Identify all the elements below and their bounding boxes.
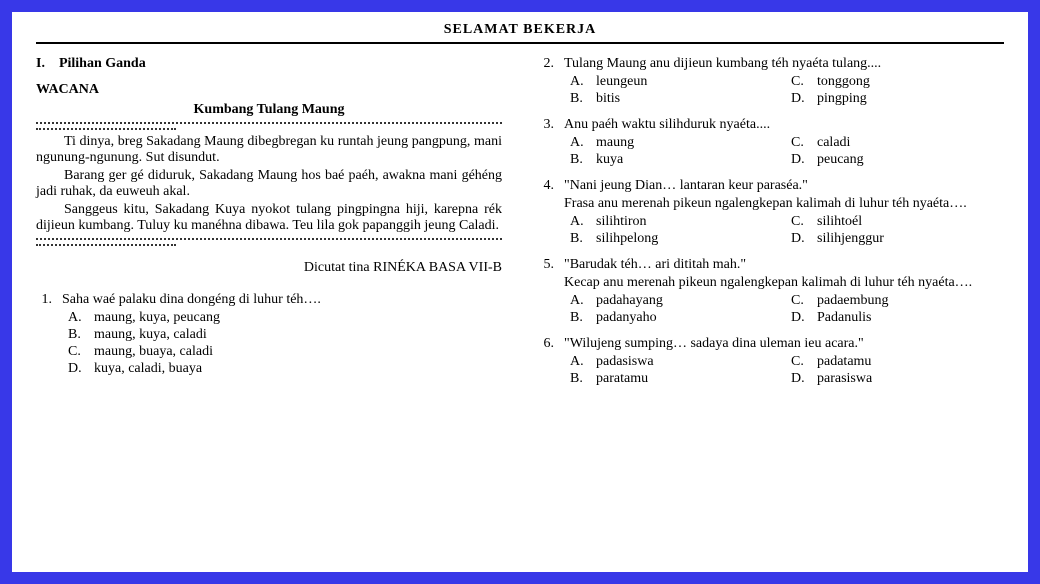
question-4: 4. "Nani jeung Dian… lantaran keur paras… [538,178,1004,247]
opt-text: silihjenggur [817,231,1004,247]
q-number: 6. [538,336,554,387]
left-column: I. Pilihan Ganda WACANA Kumbang Tulang M… [36,56,502,397]
opt-letter: A. [570,74,588,90]
q-number: 3. [538,117,554,168]
opt-letter: B. [570,310,588,326]
dotted-rule [36,238,502,240]
opt-text: padasiswa [596,354,783,370]
opt-letter: D. [791,231,809,247]
opt-letter: B. [570,231,588,247]
worksheet-page: SELAMAT BEKERJA I. Pilihan Ganda WACANA … [12,12,1028,572]
question-1: 1. Saha waé palaku dina dongéng di luhur… [36,292,502,377]
section-title: Pilihan Ganda [59,56,146,71]
q-number: 5. [538,257,554,326]
opt-text: padatamu [817,354,1004,370]
q-options: A. silihtiron C. silihtoél B. silihpelong D… [564,214,1004,247]
q-stem: Tulang Maung anu dijieun kumbang téh nya… [564,56,1004,72]
opt-letter: D. [791,152,809,168]
opt-text: silihpelong [596,231,783,247]
opt-text: maung, kuya, caladi [94,327,502,343]
columns: I. Pilihan Ganda WACANA Kumbang Tulang M… [36,56,1004,397]
opt-letter: D. [791,91,809,107]
opt-letter: A. [570,214,588,230]
opt-letter: B. [570,152,588,168]
question-6: 6. "Wilujeng sumping… sadaya dina uleman… [538,336,1004,387]
opt-text: padaembung [817,293,1004,309]
opt-letter: A. [68,310,86,326]
passage-p2: Barang ger gé diduruk, Sakadang Maung ho… [36,168,502,200]
q-substem: Frasa anu merenah pikeun ngalengkepan ka… [564,196,1004,212]
opt-letter: A. [570,354,588,370]
opt-letter: A. [570,135,588,151]
q-options: A. padahayang C. padaembung B. padanyaho D.… [564,293,1004,326]
q-number: 4. [538,178,554,247]
q-body: Anu paéh waktu silihduruk nyaéta.... A. m… [564,117,1004,168]
opt-letter: B. [570,91,588,107]
q-substem: Kecap anu merenah pikeun ngalengkepan ka… [564,275,1004,291]
opt-letter: D. [68,361,86,377]
opt-text: padanyaho [596,310,783,326]
opt-letter: C. [791,74,809,90]
opt-letter: C. [791,214,809,230]
q-body: Saha waé palaku dina dongéng di luhur té… [62,292,502,377]
opt-text: peucang [817,152,1004,168]
opt-text: caladi [817,135,1004,151]
story-title: Kumbang Tulang Maung [36,102,502,118]
passage-p3: Sanggeus kitu, Sakadang Kuya nyokot tula… [36,202,502,234]
question-3: 3. Anu paéh waktu silihduruk nyaéta.... … [538,117,1004,168]
opt-text: bitis [596,91,783,107]
dotted-rule [36,244,176,246]
dotted-rule [36,128,176,130]
passage-p1: Ti dinya, breg Sakadang Maung dibegbrega… [36,134,502,166]
opt-text: silihtoél [817,214,1004,230]
opt-text: silihtiron [596,214,783,230]
q-body: Tulang Maung anu dijieun kumbang téh nya… [564,56,1004,107]
question-2: 2. Tulang Maung anu dijieun kumbang téh … [538,56,1004,107]
opt-text: padahayang [596,293,783,309]
opt-letter: B. [570,371,588,387]
q-stem: Anu paéh waktu silihduruk nyaéta.... [564,117,1004,133]
q-options: A. maung C. caladi B. kuya D. peucang [564,135,1004,168]
opt-text: parasiswa [817,371,1004,387]
opt-text: paratamu [596,371,783,387]
opt-text: maung, buaya, caladi [94,344,502,360]
q-number: 2. [538,56,554,107]
opt-text: maung [596,135,783,151]
q-stem: "Wilujeng sumping… sadaya dina uleman ie… [564,336,1004,352]
q-stem: Saha waé palaku dina dongéng di luhur té… [62,292,502,308]
opt-letter: D. [791,371,809,387]
q-stem: "Barudak téh… ari dititah mah." [564,257,1004,273]
source-line: Dicutat tina RINÉKA BASA VII-B [36,260,502,276]
q-options: A. leungeun C. tonggong B. bitis D. pingping [564,74,1004,107]
opt-letter: C. [791,354,809,370]
q-body: "Wilujeng sumping… sadaya dina uleman ie… [564,336,1004,387]
dotted-rule [36,122,502,124]
section-label: I. Pilihan Ganda [36,56,502,72]
opt-letter: D. [791,310,809,326]
q-stem: "Nani jeung Dian… lantaran keur paraséa.… [564,178,1004,194]
opt-text: pingping [817,91,1004,107]
question-5: 5. "Barudak téh… ari dititah mah." Kecap… [538,257,1004,326]
opt-text: maung, kuya, peucang [94,310,502,326]
section-num: I. [36,56,45,71]
opt-text: kuya [596,152,783,168]
right-column: 2. Tulang Maung anu dijieun kumbang téh … [538,56,1004,397]
opt-letter: C. [68,344,86,360]
wacana-label: WACANA [36,82,502,98]
passage: Ti dinya, breg Sakadang Maung dibegbrega… [36,134,502,234]
q-options: A. padasiswa C. padatamu B. paratamu D. para… [564,354,1004,387]
q-options: A. maung, kuya, peucang B. maung, kuya, ca… [62,310,502,377]
opt-letter: C. [791,135,809,151]
opt-text: tonggong [817,74,1004,90]
opt-text: Padanulis [817,310,1004,326]
opt-text: leungeun [596,74,783,90]
q-body: "Barudak téh… ari dititah mah." Kecap an… [564,257,1004,326]
opt-letter: A. [570,293,588,309]
page-header: SELAMAT BEKERJA [36,22,1004,44]
q-body: "Nani jeung Dian… lantaran keur paraséa.… [564,178,1004,247]
opt-text: kuya, caladi, buaya [94,361,502,377]
opt-letter: B. [68,327,86,343]
opt-letter: C. [791,293,809,309]
q-number: 1. [36,292,52,377]
